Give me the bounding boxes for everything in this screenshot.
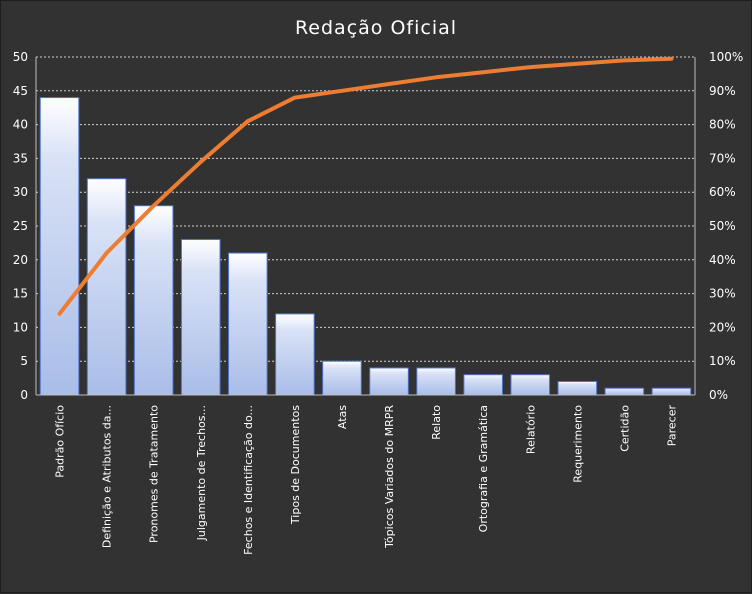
x-tick-label: Julgamento de Trechos...: [195, 405, 208, 541]
y-tick-label: 50: [13, 50, 28, 64]
bar: [323, 361, 362, 395]
y-tick-label: 30: [13, 185, 28, 199]
y2-tick-label: 60%: [709, 185, 736, 199]
y-tick-label: 15: [13, 287, 28, 301]
y2-tick-label: 90%: [709, 84, 736, 98]
bar: [464, 375, 503, 395]
x-tick-label: Relatório: [524, 405, 537, 454]
x-tick-label: Pronomes de Tratamento: [148, 405, 161, 543]
y-tick-label: 25: [13, 219, 28, 233]
y2-tick-label: 0%: [709, 388, 728, 402]
x-tick-label: Certidão: [618, 405, 631, 452]
x-tick-label: Requerimento: [571, 405, 584, 483]
x-tick-label: Ortografia e Gramática: [477, 405, 490, 532]
y-tick-label: 40: [13, 118, 28, 132]
y-tick-label: 10: [13, 320, 28, 334]
y2-tick-label: 40%: [709, 253, 736, 267]
bar: [558, 381, 597, 395]
x-tick-label: Tipos de Documentos: [289, 405, 302, 525]
x-tick-label: Definição e Atributos da...: [101, 405, 114, 548]
bar: [605, 388, 644, 395]
bar: [652, 388, 691, 395]
y-tick-label: 45: [13, 84, 28, 98]
x-axis: Padrão Ofício Definição e Atributos da...…: [36, 395, 695, 555]
bar: [229, 253, 268, 395]
bar: [511, 375, 550, 395]
y-tick-label: 20: [13, 253, 28, 267]
y-axis-left: 0 5 10 15 20 25 30 35 40 45 50: [13, 50, 36, 402]
x-tick-label: Relato: [430, 405, 443, 440]
bar: [370, 368, 409, 395]
x-tick-label: Atas: [336, 405, 349, 429]
y2-tick-label: 100%: [709, 50, 743, 64]
y2-tick-label: 10%: [709, 354, 736, 368]
bar: [134, 206, 173, 395]
chart-title: Redação Oficial: [295, 17, 457, 39]
y-tick-label: 0: [20, 388, 28, 402]
y2-tick-label: 80%: [709, 118, 736, 132]
bar: [181, 240, 220, 395]
y2-tick-label: 30%: [709, 287, 736, 301]
y-axis-right: 0% 10% 20% 30% 40% 50% 60% 70% 80% 90% 100%: [695, 50, 743, 402]
bars: [40, 98, 691, 395]
y-tick-label: 35: [13, 151, 28, 165]
bar: [276, 314, 315, 395]
y2-tick-label: 20%: [709, 320, 736, 334]
bar: [40, 98, 79, 395]
y-tick-label: 5: [20, 354, 28, 368]
x-tick-label: Fechos e Identificação do...: [242, 405, 255, 555]
bar: [87, 179, 126, 395]
x-tick-label: Padrão Ofício: [54, 405, 67, 478]
y2-tick-label: 50%: [709, 219, 736, 233]
bar: [417, 368, 456, 395]
y2-tick-label: 70%: [709, 151, 736, 165]
x-tick-label: Parecer: [665, 405, 678, 447]
x-tick-label: Tópicos Variados do MRPR: [383, 405, 396, 549]
